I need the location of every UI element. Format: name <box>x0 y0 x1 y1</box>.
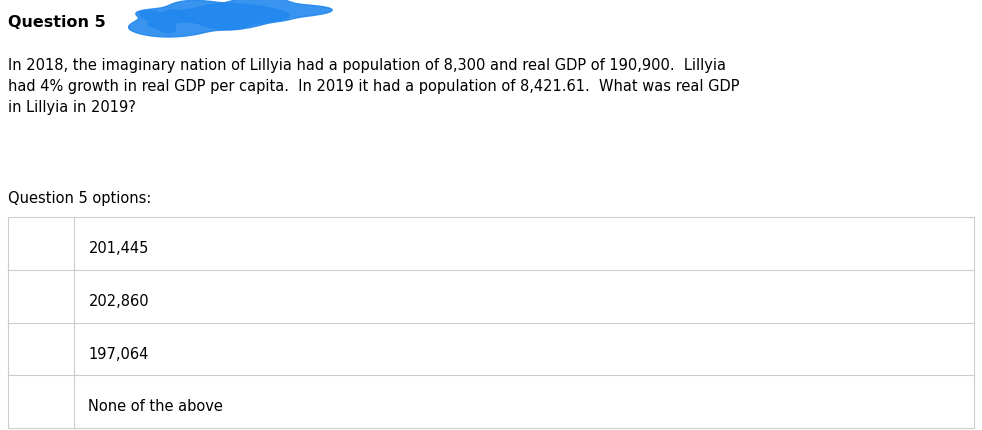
Text: None of the above: None of the above <box>88 399 223 414</box>
Text: 201,445: 201,445 <box>88 241 148 256</box>
Polygon shape <box>129 0 290 37</box>
Text: Question 5 options:: Question 5 options: <box>8 191 151 206</box>
Text: 202,860: 202,860 <box>88 294 149 309</box>
Text: Question 5: Question 5 <box>8 15 106 30</box>
Bar <box>8 217 974 428</box>
Text: In 2018, the imaginary nation of Lillyia had a population of 8,300 and real GDP : In 2018, the imaginary nation of Lillyia… <box>8 58 739 115</box>
Text: 197,064: 197,064 <box>88 347 148 362</box>
Polygon shape <box>140 10 190 33</box>
Polygon shape <box>159 0 332 29</box>
